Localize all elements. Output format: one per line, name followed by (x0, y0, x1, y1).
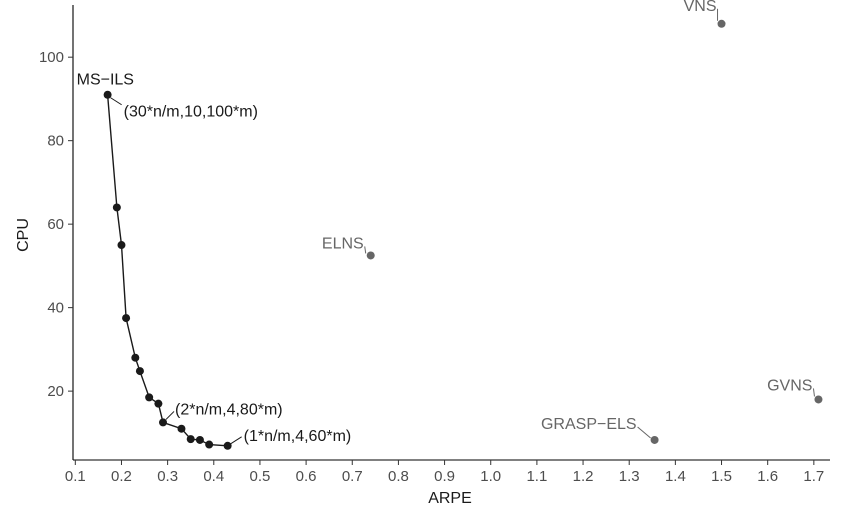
x-tick-label: 0.2 (111, 468, 132, 485)
x-tick-label: 0.4 (203, 468, 224, 485)
x-tick-label: 0.3 (157, 468, 178, 485)
label-connector (110, 97, 122, 106)
x-tick-label: 1.2 (573, 468, 594, 485)
pareto-point (131, 353, 140, 362)
points-layer (103, 19, 823, 450)
label-connector (165, 411, 175, 420)
pareto-point (205, 440, 214, 449)
pareto-point (223, 441, 232, 450)
label-connector (812, 388, 815, 397)
pareto-point (103, 90, 112, 99)
annotation-label: (2*n/m,4,80*m) (175, 401, 283, 418)
label-connector (364, 246, 367, 254)
y-tick-label: 60 (47, 216, 64, 233)
method-point (650, 435, 659, 444)
x-tick-label: 0.8 (388, 468, 409, 485)
pareto-point (135, 367, 144, 376)
y-tick-label: 80 (47, 133, 64, 150)
method-label: GVNS (767, 377, 812, 394)
labels-layer: VNS ELNS GVNS GRASP−ELS MS−ILS (30*n/m,10,100… (77, 0, 815, 445)
annotation-label: (30*n/m,10,100*m) (124, 104, 258, 121)
method-point (814, 395, 823, 404)
pareto-point (177, 424, 186, 433)
y-tick-label: 20 (47, 383, 64, 400)
pareto-point (145, 393, 154, 402)
x-tick-label: 1.6 (757, 468, 778, 485)
pareto-point (112, 203, 121, 212)
annotation-label: (1*n/m,4,60*m) (244, 428, 352, 445)
pareto-point (154, 399, 163, 408)
x-tick-label: 1.1 (526, 468, 547, 485)
pareto-point (159, 418, 168, 427)
x-axis-title: ARPE (428, 490, 472, 507)
pareto-point (117, 241, 126, 250)
x-tick-label: 1.4 (665, 468, 686, 485)
method-label: ELNS (322, 235, 364, 252)
x-tick-label: 0.7 (342, 468, 363, 485)
x-tick-label: 1.0 (480, 468, 501, 485)
method-point (717, 19, 726, 28)
x-tick-label: 0.6 (296, 468, 317, 485)
label-connector (230, 436, 242, 445)
x-tick-label: 0.9 (434, 468, 455, 485)
method-label: GRASP−ELS (541, 416, 637, 433)
pareto-point (186, 435, 195, 444)
annotation-label: MS−ILS (77, 72, 134, 89)
x-tick-label: 0.1 (65, 468, 86, 485)
pareto-line (106, 94, 228, 447)
x-tick-label: 1.5 (711, 468, 732, 485)
method-label: VNS (684, 0, 717, 15)
pareto-point (195, 435, 204, 444)
x-tick-label: 1.3 (619, 468, 640, 485)
method-point (366, 251, 375, 260)
pareto-point (122, 314, 131, 323)
y-axis-title: CPU (15, 218, 32, 252)
axes: 0.1 0.2 0.3 0.4 0.5 0.6 0.7 0.8 0.9 1.0 1.1 1.2 1.3 1… (39, 5, 830, 485)
label-connector (637, 426, 651, 439)
x-tick-label: 0.5 (250, 468, 271, 485)
y-tick-label: 40 (47, 300, 64, 317)
y-tick-label: 100 (39, 49, 64, 66)
pareto-series (106, 94, 228, 447)
x-tick-label: 1.7 (803, 468, 824, 485)
